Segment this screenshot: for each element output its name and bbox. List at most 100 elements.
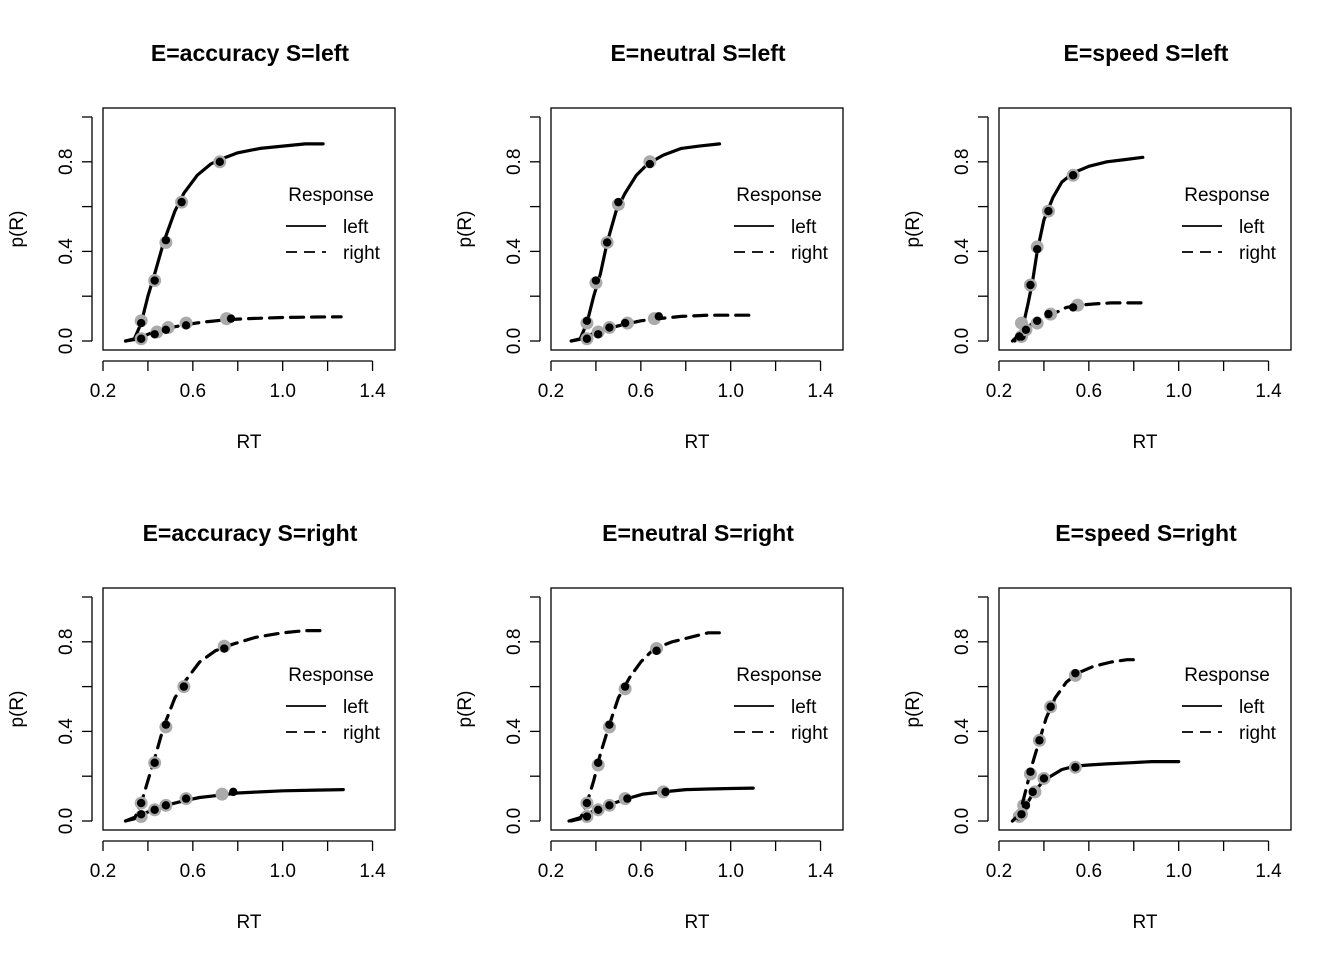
observed-point bbox=[582, 812, 592, 821]
legend-label: right bbox=[791, 243, 829, 264]
x-tick-label: 0.2 bbox=[538, 861, 564, 882]
legend-label: left bbox=[343, 217, 369, 238]
panel-title: E=accuracy S=left bbox=[151, 40, 350, 66]
panel-4: E=accuracy S=right 0.2 0.6 1.0 1.4 RT 0.0 0.4 0.… bbox=[7, 520, 396, 933]
series-line-left bbox=[569, 142, 722, 343]
predicted-point bbox=[215, 787, 229, 801]
observed-point bbox=[582, 798, 592, 808]
observed-point bbox=[1035, 736, 1044, 745]
observed-point bbox=[181, 794, 191, 803]
legend-label: left bbox=[791, 217, 817, 238]
observed-point bbox=[161, 801, 171, 810]
x-tick-label: 1.0 bbox=[269, 861, 295, 882]
plot-frame bbox=[102, 107, 396, 351]
observed-point bbox=[620, 318, 630, 328]
observed-point bbox=[1026, 767, 1035, 776]
y-axis-label: p(R) bbox=[455, 211, 476, 248]
x-tick-label: 1.0 bbox=[717, 861, 743, 882]
legend-title: Response bbox=[1184, 665, 1270, 686]
observed-point bbox=[226, 314, 236, 323]
observed-point bbox=[1032, 244, 1042, 254]
panel-title: E=neutral S=right bbox=[602, 520, 794, 546]
series-line-right bbox=[1010, 301, 1145, 343]
series-line-right bbox=[123, 628, 325, 823]
legend-label: left bbox=[1239, 217, 1265, 238]
observed-point bbox=[136, 798, 146, 808]
x-tick-label: 0.6 bbox=[180, 861, 206, 882]
legend-label: right bbox=[1239, 723, 1277, 744]
series-line-left bbox=[123, 142, 325, 343]
plot-frame bbox=[550, 587, 844, 831]
x-tick-label: 1.0 bbox=[269, 381, 295, 402]
plot-frame bbox=[998, 107, 1292, 351]
y-tick-label: 0.8 bbox=[504, 629, 525, 655]
y-tick-label: 0.4 bbox=[504, 238, 525, 265]
plot-frame bbox=[550, 107, 844, 351]
observed-point bbox=[1021, 325, 1031, 334]
observed-point bbox=[1068, 303, 1078, 312]
observed-point bbox=[582, 334, 592, 343]
panel-5: E=neutral S=right 0.2 0.6 1.0 1.4 RT 0.0 0.4 0.8… bbox=[455, 520, 844, 933]
x-axis-label: RT bbox=[237, 912, 262, 933]
legend-label: right bbox=[343, 723, 381, 744]
observed-point bbox=[220, 644, 229, 653]
observed-point bbox=[1071, 668, 1080, 678]
x-tick-label: 1.4 bbox=[807, 861, 834, 882]
observed-point bbox=[620, 682, 630, 691]
observed-point bbox=[181, 321, 191, 330]
observed-point bbox=[623, 794, 632, 803]
observed-point bbox=[593, 330, 603, 339]
legend-label: left bbox=[343, 697, 369, 718]
legend-title: Response bbox=[288, 185, 374, 206]
series-line-left bbox=[123, 787, 345, 823]
legend-title: Response bbox=[1184, 185, 1270, 206]
y-tick-label: 0.4 bbox=[952, 718, 973, 745]
observed-point bbox=[1068, 171, 1078, 180]
observed-point bbox=[177, 197, 186, 207]
observed-point bbox=[654, 312, 664, 321]
x-axis-label: RT bbox=[685, 912, 710, 933]
x-tick-label: 0.6 bbox=[1076, 861, 1102, 882]
plot-frame bbox=[998, 587, 1292, 831]
panel-3: E=speed S=left 0.2 0.6 1.0 1.4 RT 0.0 0.4 0.8 p(R… bbox=[903, 40, 1292, 453]
y-tick-label: 0.4 bbox=[56, 238, 77, 265]
y-axis-label: p(R) bbox=[903, 211, 924, 248]
panel-title: E=speed S=right bbox=[1055, 520, 1237, 546]
y-tick-label: 0.8 bbox=[504, 149, 525, 175]
observed-point bbox=[229, 787, 238, 797]
observed-point bbox=[1044, 309, 1053, 319]
observed-point bbox=[1017, 810, 1026, 819]
x-tick-label: 1.4 bbox=[1255, 861, 1282, 882]
observed-point bbox=[161, 236, 171, 245]
legend-label: right bbox=[343, 243, 381, 264]
observed-point bbox=[605, 323, 614, 332]
legend: Response left right bbox=[734, 185, 829, 264]
y-tick-label: 0.8 bbox=[952, 629, 973, 655]
x-tick-label: 0.6 bbox=[628, 861, 654, 882]
observed-point bbox=[150, 758, 159, 767]
observed-point bbox=[605, 720, 614, 729]
observed-point bbox=[161, 325, 171, 334]
observed-point bbox=[179, 682, 189, 691]
legend: Response left right bbox=[1182, 185, 1277, 264]
observed-point bbox=[150, 805, 159, 814]
legend-title: Response bbox=[736, 185, 822, 206]
y-tick-label: 0.4 bbox=[504, 718, 525, 745]
observed-point bbox=[150, 330, 159, 339]
legend: Response left right bbox=[734, 665, 829, 744]
legend: Response left right bbox=[1182, 665, 1277, 744]
y-tick-label: 0.0 bbox=[56, 808, 77, 834]
x-tick-label: 0.2 bbox=[986, 861, 1012, 882]
y-tick-label: 0.8 bbox=[952, 149, 973, 175]
y-tick-label: 0.0 bbox=[56, 328, 77, 354]
observed-point bbox=[593, 805, 603, 814]
x-axis-label: RT bbox=[685, 432, 710, 453]
x-tick-label: 1.4 bbox=[359, 861, 386, 882]
observed-point bbox=[1015, 332, 1024, 341]
x-tick-label: 1.4 bbox=[1255, 381, 1282, 402]
legend-label: left bbox=[791, 697, 817, 718]
legend: Response left right bbox=[286, 185, 381, 264]
observed-point bbox=[614, 197, 623, 207]
observed-point bbox=[161, 720, 171, 729]
